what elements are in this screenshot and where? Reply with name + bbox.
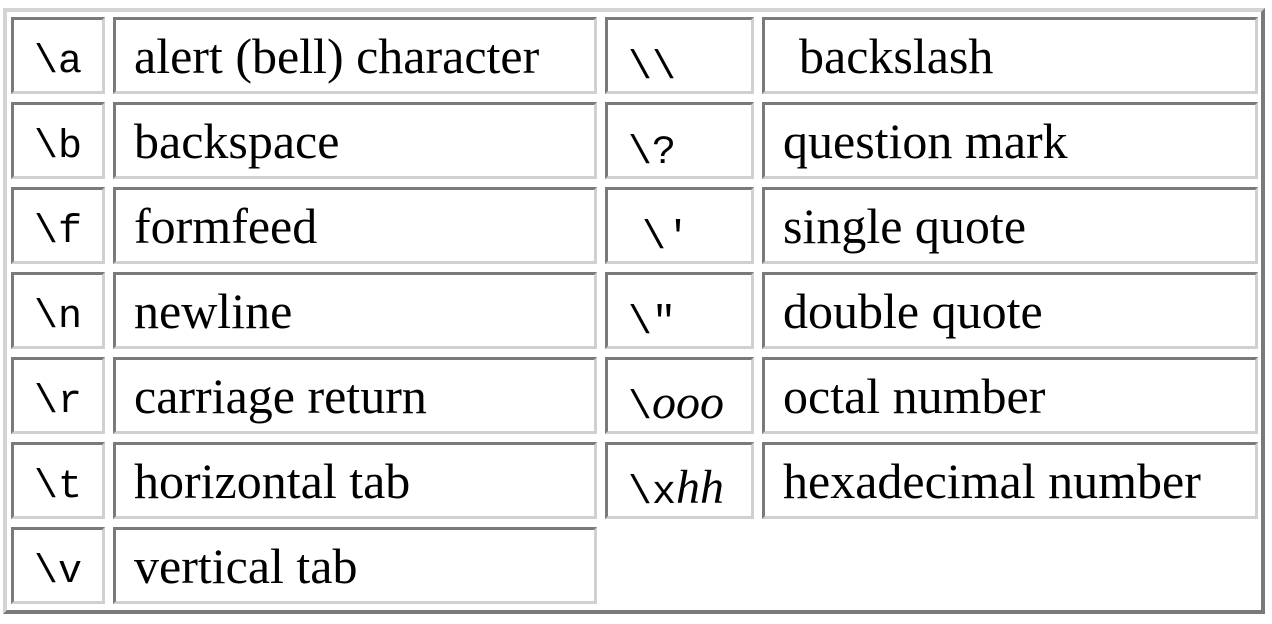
escape-code-mono: \x [628,470,677,516]
escape-sequence-table: \a alert (bell) character \\ backslash \… [3,9,1266,612]
escape-code-mono: \? [628,130,677,176]
escape-description-cell: alert (bell) character [113,17,597,94]
table-row: \t horizontal tab \xhh hexadecimal numbe… [11,442,1258,519]
escape-description-cell: backslash [762,17,1258,94]
table-row: \r carriage return \ooo octal number [11,357,1258,434]
escape-code-cell: \? [605,102,754,179]
escape-sequence-table-frame: \a alert (bell) character \\ backslash \… [3,8,1265,614]
escape-code-cell: \' [605,187,754,264]
table-row: \n newline \" double quote [11,272,1258,349]
escape-code-cell: \ooo [605,357,754,434]
empty-cell [605,527,754,604]
escape-code-cell: \n [11,272,105,349]
escape-description-cell: vertical tab [113,527,597,604]
escape-code-cell: \v [11,527,105,604]
escape-code-mono: \ [628,385,653,431]
escape-code-mono: \" [628,300,677,346]
escape-code-cell: \" [605,272,754,349]
table-body: \a alert (bell) character \\ backslash \… [11,17,1258,604]
empty-cell [762,527,1258,604]
escape-code-mono: \' [642,215,691,261]
escape-description-cell: horizontal tab [113,442,597,519]
table-row: \b backspace \? question mark [11,102,1258,179]
escape-code-cell: \\ [605,17,754,94]
table-row: \f formfeed \' single quote [11,187,1258,264]
escape-code-cell: \a [11,17,105,94]
escape-description-cell: carriage return [113,357,597,434]
escape-code-cell: \xhh [605,442,754,519]
escape-code-italic: ooo [652,375,725,429]
escape-description-cell: backspace [113,102,597,179]
escape-description-cell: newline [113,272,597,349]
escape-description-cell: formfeed [113,187,597,264]
table-row: \a alert (bell) character \\ backslash [11,17,1258,94]
escape-code-cell: \r [11,357,105,434]
escape-description-cell: octal number [762,357,1258,434]
escape-description-cell: double quote [762,272,1258,349]
escape-description-cell: hexadecimal number [762,442,1258,519]
table-row: \v vertical tab [11,527,1258,604]
escape-description-cell: question mark [762,102,1258,179]
escape-code-italic: hh [676,460,725,514]
escape-code-cell: \t [11,442,105,519]
escape-description-cell: single quote [762,187,1258,264]
escape-code-cell: \f [11,187,105,264]
escape-code-cell: \b [11,102,105,179]
escape-code-mono: \\ [628,45,677,91]
